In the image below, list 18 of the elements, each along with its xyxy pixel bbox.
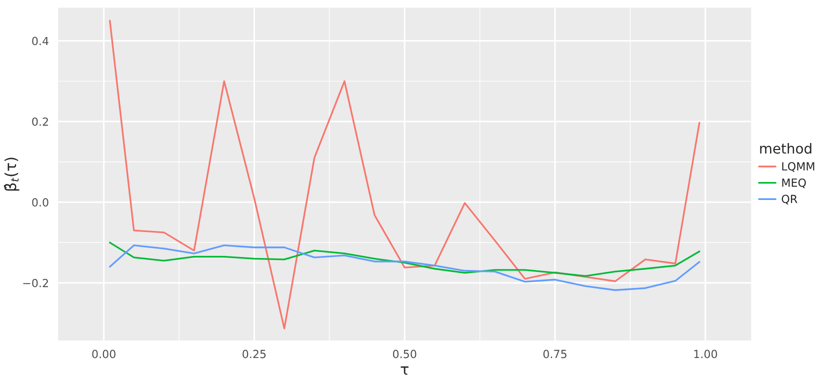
x-tick-label: 0.25: [242, 350, 266, 358]
x-tick-label: 0.00: [92, 350, 116, 358]
x-tick-label: 0.50: [392, 350, 416, 358]
y-tick-label: 0.2: [32, 117, 48, 126]
y-tick-label: 0.4: [32, 36, 48, 46]
x-axis-title: τ: [400, 366, 408, 375]
y-tick-label: −0.2: [23, 278, 48, 288]
legend-title: method: [760, 142, 812, 154]
legend-label: MEQ: [782, 178, 806, 188]
line-series: [109, 242, 700, 277]
y-axis-title: β̂$_{t}$(τ): [4, 158, 20, 191]
line-series: [109, 244, 700, 291]
legend-label: QR: [782, 194, 798, 204]
y-tick-label: 0.0: [32, 198, 48, 207]
x-tick-label: 0.75: [543, 350, 566, 358]
legend-label: LQMM: [782, 162, 814, 172]
x-tick-label: 1.00: [694, 350, 718, 358]
line-series: [109, 20, 700, 330]
